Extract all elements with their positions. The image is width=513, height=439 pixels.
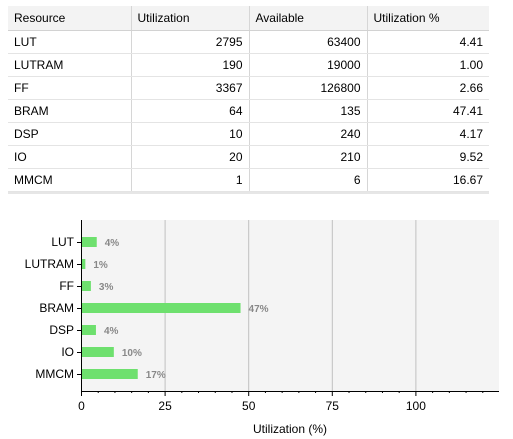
- bar: [82, 237, 97, 247]
- utilization-table-panel: Resource Utilization Available Utilizati…: [8, 6, 489, 194]
- bar-data-label: 10%: [122, 348, 142, 359]
- cell-utilization-percent: 16.67: [367, 168, 489, 192]
- cell-utilization-percent: 2.66: [367, 76, 489, 100]
- utilization-bar-chart: 0 25 50 75 100 LUT 4% LUTRAM 1% FF 3% BRAM 47% DSP 4% I…: [0, 213, 513, 439]
- y-tick-label: DSP: [49, 323, 74, 337]
- cell-available: 19000: [249, 53, 368, 77]
- x-tick-label: 0: [78, 399, 85, 413]
- column-header-utilization[interactable]: Utilization: [131, 6, 250, 31]
- cell-utilization-percent: 47.41: [367, 99, 489, 123]
- cell-utilization: 1: [131, 168, 250, 192]
- utilization-table: Resource Utilization Available Utilizati…: [8, 6, 489, 192]
- cell-resource: DSP: [8, 122, 132, 146]
- y-tick-label: MMCM: [35, 367, 74, 381]
- cell-utilization-percent: 4.41: [367, 30, 489, 54]
- table-row[interactable]: LUTRAM 190 19000 1.00: [8, 53, 489, 77]
- x-tick-label: 50: [242, 399, 256, 413]
- cell-utilization-percent: 9.52: [367, 145, 489, 169]
- cell-resource: MMCM: [8, 168, 132, 192]
- cell-available: 63400: [249, 30, 368, 54]
- bar-data-label: 3%: [99, 282, 114, 293]
- y-tick-label: BRAM: [39, 301, 74, 315]
- table-header-row: Resource Utilization Available Utilizati…: [8, 6, 489, 31]
- x-tick-label: 25: [158, 399, 172, 413]
- bar: [82, 259, 86, 269]
- bar: [82, 325, 96, 335]
- bar: [82, 281, 91, 291]
- table-row[interactable]: FF 3367 126800 2.66: [8, 76, 489, 100]
- cell-resource: LUTRAM: [8, 53, 132, 77]
- column-header-resource[interactable]: Resource: [8, 6, 132, 31]
- column-header-utilization-percent[interactable]: Utilization %: [367, 6, 489, 31]
- cell-available: 6: [249, 168, 368, 192]
- cell-utilization: 64: [131, 99, 250, 123]
- cell-utilization: 20: [131, 145, 250, 169]
- table-row[interactable]: LUT 2795 63400 4.41: [8, 30, 489, 54]
- y-tick-label: LUTRAM: [25, 257, 74, 271]
- cell-resource: LUT: [8, 30, 132, 54]
- bar: [82, 303, 241, 313]
- bar-data-label: 17%: [146, 370, 166, 381]
- cell-utilization-percent: 1.00: [367, 53, 489, 77]
- cell-resource: BRAM: [8, 99, 132, 123]
- bar-data-label: 47%: [249, 304, 269, 315]
- cell-resource: FF: [8, 76, 132, 100]
- x-axis-title: Utilization (%): [253, 422, 327, 436]
- cell-available: 135: [249, 99, 368, 123]
- bar: [82, 369, 138, 379]
- bar: [82, 347, 114, 357]
- cell-available: 126800: [249, 76, 368, 100]
- bar-data-label: 4%: [105, 238, 120, 249]
- x-tick-label: 75: [326, 399, 340, 413]
- bar-data-label: 1%: [93, 260, 108, 271]
- cell-utilization: 190: [131, 53, 250, 77]
- table-row[interactable]: BRAM 64 135 47.41: [8, 99, 489, 123]
- chart-canvas: 0 25 50 75 100 LUT 4% LUTRAM 1% FF 3% BRAM 47% DSP 4% I…: [25, 220, 499, 436]
- table-row[interactable]: MMCM 1 6 16.67: [8, 168, 489, 192]
- table-row[interactable]: DSP 10 240 4.17: [8, 122, 489, 146]
- y-tick-label: FF: [59, 279, 74, 293]
- column-header-available[interactable]: Available: [249, 6, 368, 31]
- table-row[interactable]: IO 20 210 9.52: [8, 145, 489, 169]
- cell-utilization: 3367: [131, 76, 250, 100]
- cell-utilization: 2795: [131, 30, 250, 54]
- bar-data-label: 4%: [104, 326, 119, 337]
- cell-utilization-percent: 4.17: [367, 122, 489, 146]
- cell-available: 240: [249, 122, 368, 146]
- x-tick-label: 100: [406, 399, 426, 413]
- cell-available: 210: [249, 145, 368, 169]
- y-tick-label: IO: [61, 345, 74, 359]
- cell-utilization: 10: [131, 122, 250, 146]
- cell-resource: IO: [8, 145, 132, 169]
- y-tick-label: LUT: [51, 235, 74, 249]
